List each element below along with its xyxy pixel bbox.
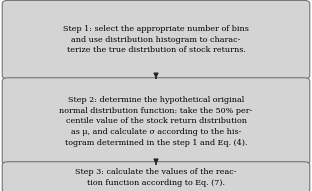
- FancyBboxPatch shape: [2, 0, 310, 79]
- Text: Step 3: calculate the values of the reac-
tion function according to Eq. (7).: Step 3: calculate the values of the reac…: [75, 168, 237, 186]
- FancyBboxPatch shape: [2, 78, 310, 165]
- Text: Step 2: determine the hypothetical original
normal distribution function: take t: Step 2: determine the hypothetical origi…: [59, 96, 253, 147]
- FancyBboxPatch shape: [2, 162, 310, 191]
- Text: Step 1: select the appropriate number of bins
and use distribution histogram to : Step 1: select the appropriate number of…: [63, 25, 249, 54]
